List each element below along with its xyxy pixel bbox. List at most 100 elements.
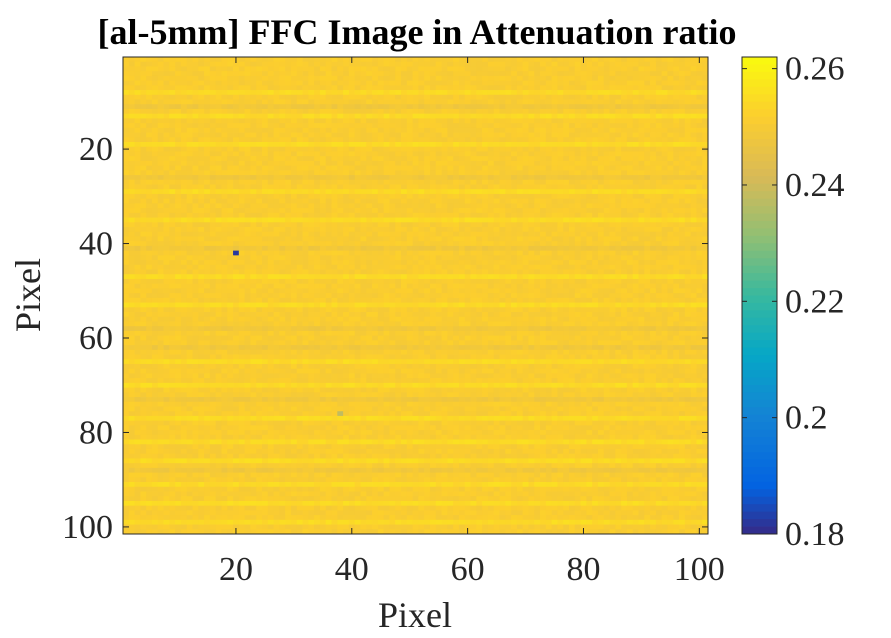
heatmap-cell — [516, 198, 524, 204]
heatmap-cell — [574, 208, 581, 214]
heatmap-cell — [464, 198, 471, 204]
heatmap-cell — [238, 156, 246, 162]
heatmap-cell — [696, 66, 703, 72]
heatmap-cell — [661, 170, 668, 176]
heatmap-cell — [128, 217, 135, 223]
heatmap-cell — [348, 151, 356, 157]
heatmap-cell — [140, 151, 147, 157]
heatmap-cell — [175, 118, 182, 124]
heatmap-cell — [290, 66, 298, 72]
heatmap-cell — [360, 142, 367, 148]
heatmap-cell — [470, 283, 477, 289]
heatmap-cell — [331, 217, 338, 223]
heatmap-cell — [626, 278, 634, 285]
heatmap-cell — [198, 75, 205, 82]
heatmap-cell — [528, 274, 535, 280]
heatmap-cell — [256, 269, 263, 275]
heatmap-cell — [314, 245, 321, 252]
heatmap-cell — [429, 179, 437, 185]
heatmap-cell — [238, 127, 246, 133]
heatmap-cell — [273, 170, 280, 176]
heatmap-cell — [650, 227, 657, 233]
heatmap-cell — [302, 193, 309, 200]
heatmap-cell — [597, 66, 605, 72]
heatmap-cell — [632, 61, 639, 67]
heatmap-cell — [227, 175, 234, 181]
heatmap-cell — [661, 57, 668, 63]
heatmap-cell — [476, 203, 483, 209]
heatmap-cell — [279, 94, 286, 100]
heatmap-cell — [568, 113, 576, 119]
heatmap-cell — [621, 193, 628, 200]
heatmap-cell — [366, 142, 373, 148]
heatmap-cell — [487, 90, 495, 96]
heatmap-cell — [418, 189, 425, 195]
heatmap-cell — [233, 231, 240, 237]
heatmap-cell — [250, 203, 257, 209]
heatmap-cell — [679, 203, 686, 209]
heatmap-cell — [372, 127, 379, 133]
heatmap-cell — [435, 217, 442, 223]
heatmap-cell — [383, 203, 390, 209]
heatmap-cell — [308, 250, 315, 256]
heatmap-cell — [493, 61, 500, 67]
heatmap-cell — [215, 250, 222, 256]
heatmap-cell — [534, 66, 541, 72]
heatmap-cell — [157, 274, 164, 280]
heatmap-cell — [632, 71, 639, 77]
heatmap-cell — [331, 274, 338, 280]
heatmap-cell — [296, 75, 303, 82]
heatmap-cell — [244, 255, 251, 261]
heatmap-cell — [377, 264, 385, 270]
heatmap-cell — [366, 255, 373, 261]
heatmap-cell — [464, 231, 471, 237]
heatmap-cell — [441, 170, 448, 176]
heatmap-cell — [227, 274, 234, 280]
heatmap-cell — [551, 260, 558, 266]
heatmap-cell — [175, 283, 182, 289]
heatmap-cell — [360, 99, 367, 105]
heatmap-cell — [424, 80, 431, 86]
heatmap-cell — [186, 227, 193, 233]
heatmap-cell — [603, 245, 610, 252]
heatmap-cell — [360, 85, 367, 91]
heatmap-cell — [551, 227, 558, 233]
heatmap-cell — [679, 113, 686, 119]
heatmap-cell — [534, 203, 541, 209]
heatmap-cell — [180, 113, 188, 119]
heatmap-cell — [424, 208, 431, 214]
heatmap-cell — [331, 193, 338, 200]
heatmap-cell — [331, 123, 338, 129]
heatmap-cell — [319, 250, 327, 256]
heatmap-cell — [545, 274, 553, 280]
heatmap-cell — [603, 104, 610, 110]
heatmap-cell — [592, 80, 599, 86]
heatmap-cell — [493, 227, 500, 233]
heatmap-cell — [273, 278, 280, 285]
heatmap-cell — [418, 80, 425, 86]
heatmap-cell — [673, 71, 680, 77]
heatmap-cell — [580, 245, 587, 252]
heatmap-cell — [482, 274, 489, 280]
heatmap-cell — [453, 99, 460, 105]
heatmap-cell — [609, 90, 616, 96]
heatmap-cell — [505, 269, 512, 275]
heatmap-cell — [175, 132, 182, 138]
heatmap-cell — [563, 198, 570, 204]
heatmap-cell — [383, 71, 390, 77]
heatmap-cell — [505, 165, 512, 171]
heatmap-cell — [343, 71, 350, 77]
heatmap-cell — [458, 156, 466, 162]
heatmap-cell — [563, 184, 570, 190]
heatmap-cell — [638, 123, 645, 129]
heatmap-cell — [157, 175, 164, 181]
heatmap-cell — [383, 217, 390, 223]
heatmap-cell — [279, 208, 286, 214]
heatmap-cell — [429, 104, 437, 110]
heatmap-cell — [389, 179, 396, 185]
heatmap-cell — [702, 61, 709, 67]
heatmap-cell — [337, 227, 344, 233]
heatmap-cell — [522, 99, 529, 105]
heatmap-cell — [563, 189, 570, 195]
heatmap-cell — [262, 132, 269, 138]
